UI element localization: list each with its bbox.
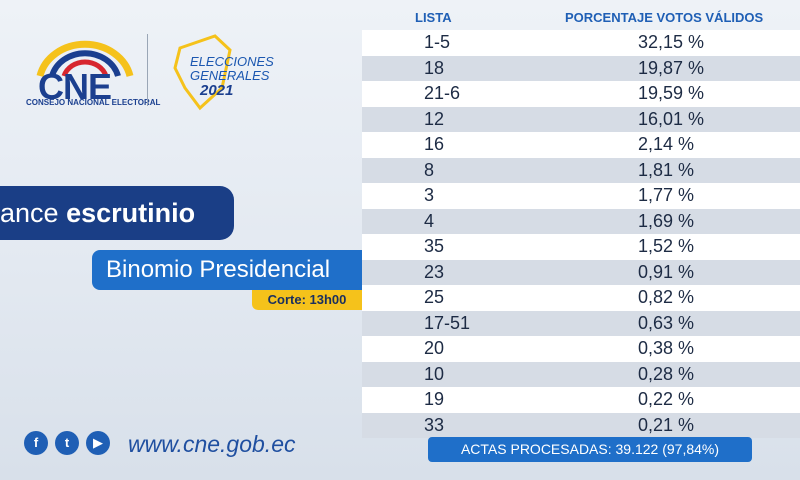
list-number: 17-51 — [424, 312, 471, 333]
table-row: 16 2,14 % — [362, 132, 800, 158]
table-row: 3 1,77 % — [362, 183, 800, 209]
vote-percentage: 19,87 % — [638, 57, 705, 78]
table-footer: ACTAS PROCESADAS: 39.122 (97,84%) — [428, 437, 752, 462]
banner-title-light: ance — [0, 198, 59, 228]
table-row: 12 16,01 % — [362, 106, 800, 132]
table-row: 33 0,21 % — [362, 412, 800, 438]
list-number: 21-6 — [424, 83, 461, 104]
list-number: 25 — [424, 287, 445, 308]
map-outline — [173, 34, 232, 111]
table-row: 21-6 19,59 % — [362, 81, 800, 107]
list-number: 3 — [424, 185, 435, 206]
list-number: 16 — [424, 134, 445, 155]
youtube-icon[interactable]: ▶ — [86, 431, 110, 455]
vote-percentage: 1,77 % — [638, 185, 695, 206]
vote-percentage: 0,28 % — [638, 363, 695, 384]
twitter-icon[interactable]: t — [55, 431, 79, 455]
separator — [147, 34, 148, 106]
list-number: 20 — [424, 338, 445, 359]
list-number: 4 — [424, 210, 435, 231]
vote-percentage: 1,81 % — [638, 159, 695, 180]
results-table: 1-5 32,15 % 18 19,87 % 21-6 19,59 % 12 16,01 % 1… — [362, 30, 800, 438]
vote-percentage: 0,91 % — [638, 261, 695, 282]
facebook-icon[interactable]: f — [24, 431, 48, 455]
banner-subtitle: Binomio Presidencial — [92, 250, 362, 290]
banner-title-bold: escrutinio — [66, 198, 196, 228]
list-number: 8 — [424, 159, 435, 180]
banner-title: ance escrutinio — [0, 186, 234, 240]
vote-percentage: 0,21 % — [638, 414, 695, 435]
list-number: 23 — [424, 261, 445, 282]
column-header: PORCENTAJE VOTOS VÁLIDOS — [565, 10, 764, 25]
list-number: 1-5 — [424, 32, 451, 53]
list-number: 10 — [424, 363, 445, 384]
vote-percentage: 32,15 % — [638, 32, 705, 53]
vote-percentage: 2,14 % — [638, 134, 695, 155]
list-number: 12 — [424, 108, 445, 129]
cutoff-time: Corte: 13h00 — [252, 290, 362, 310]
election-title: ELECCIONES — [190, 54, 274, 69]
vote-percentage: 1,52 % — [638, 236, 695, 257]
election-title: GENERALES — [190, 68, 270, 83]
logo-arcs — [36, 40, 134, 77]
logo: CNE — [38, 66, 112, 107]
vote-percentage: 0,63 % — [638, 312, 695, 333]
vote-percentage: 1,69 % — [638, 210, 695, 231]
vote-percentage: 0,22 % — [638, 389, 695, 410]
vote-percentage: 16,01 % — [638, 108, 705, 129]
list-number: 19 — [424, 389, 445, 410]
table-row: 35 1,52 % — [362, 234, 800, 260]
table-row: 18 19,87 % — [362, 55, 800, 81]
table-row: 25 0,82 % — [362, 285, 800, 311]
election-year: 2021 — [200, 82, 234, 99]
vote-percentage: 0,38 % — [638, 338, 695, 359]
organization: CONSEJO NACIONAL ELECTORAL — [26, 98, 161, 107]
website: www.cne.gob.ec — [128, 431, 296, 457]
column-header: LISTA — [415, 10, 452, 25]
table-row: 1-5 32,15 % — [362, 30, 800, 56]
table-row: 23 0,91 % — [362, 259, 800, 285]
vote-percentage: 19,59 % — [638, 83, 705, 104]
table-row: 8 1,81 % — [362, 157, 800, 183]
table-row: 10 0,28 % — [362, 361, 800, 387]
list-number: 18 — [424, 57, 445, 78]
table-row: 17-51 0,63 % — [362, 310, 800, 336]
list-number: 35 — [424, 236, 445, 257]
table-row: 20 0,38 % — [362, 336, 800, 362]
list-number: 33 — [424, 414, 445, 435]
table-row: 4 1,69 % — [362, 208, 800, 234]
table-row: 19 0,22 % — [362, 387, 800, 413]
vote-percentage: 0,82 % — [638, 287, 695, 308]
